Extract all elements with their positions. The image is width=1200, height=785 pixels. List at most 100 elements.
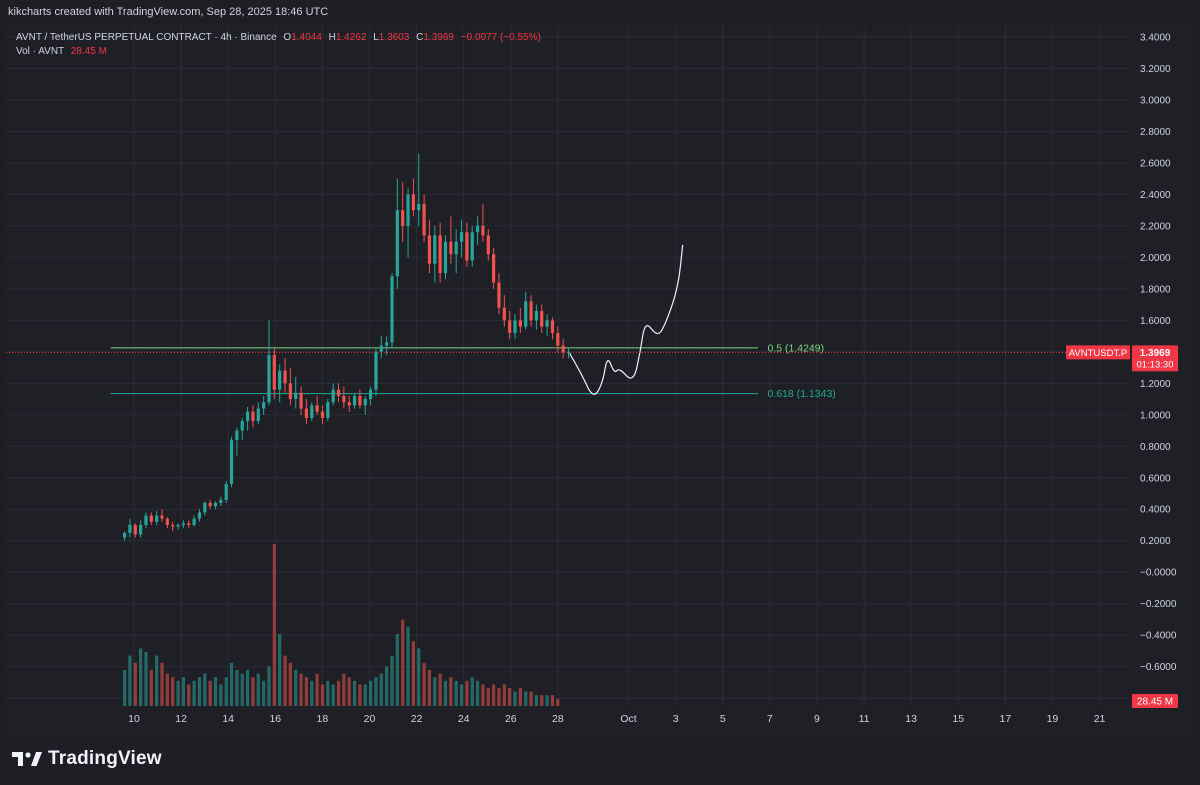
volume-bar bbox=[326, 680, 330, 706]
candle-body bbox=[465, 232, 469, 261]
candle-body bbox=[481, 225, 485, 236]
candle-body bbox=[336, 389, 341, 396]
time-tick-label: 7 bbox=[767, 713, 773, 725]
price-tick-label: −0.2000 bbox=[1140, 599, 1177, 610]
volume-bar bbox=[304, 677, 309, 706]
candle-body bbox=[492, 254, 496, 283]
candle-body bbox=[427, 235, 432, 264]
price-tick-label: 2.4000 bbox=[1140, 190, 1171, 201]
time-tick-label: 14 bbox=[222, 713, 234, 725]
volume-bar bbox=[427, 670, 432, 706]
volume-bar bbox=[497, 688, 501, 706]
candle-body bbox=[369, 389, 373, 400]
last-price-badge-value: 1.3969 bbox=[1140, 348, 1171, 359]
volume-bar bbox=[524, 691, 528, 706]
time-tick-label: 18 bbox=[317, 713, 329, 725]
time-axis: 10 12 14 16 18 20 22 24 26 28 Oct 3 5 7 9 11 13 15 17 19 21 bbox=[128, 713, 1105, 725]
volume-bar bbox=[133, 662, 137, 706]
volume-bar bbox=[545, 695, 549, 706]
top-bar: kikcharts created with TradingView.com, … bbox=[0, 0, 1200, 24]
volume-bar bbox=[336, 680, 341, 706]
ohlc-legend: AVNT / TetherUS PERPETUAL CONTRACT · 4h … bbox=[16, 32, 541, 43]
volume-bar bbox=[486, 688, 490, 706]
time-tick-label: 13 bbox=[905, 713, 917, 725]
volume-bar bbox=[433, 677, 437, 706]
volume-bar bbox=[342, 673, 346, 706]
volume-bar bbox=[411, 641, 415, 706]
candle-body bbox=[374, 351, 378, 390]
candle-body bbox=[401, 210, 405, 226]
candle-body bbox=[304, 408, 309, 418]
volume-bar bbox=[352, 680, 357, 706]
candle-body bbox=[245, 411, 250, 422]
candle-body bbox=[267, 354, 271, 403]
attribution-text: kikcharts created with TradingView.com, … bbox=[8, 6, 329, 18]
candle-body bbox=[310, 405, 314, 418]
close-key: C bbox=[416, 32, 424, 43]
candle-body bbox=[240, 421, 244, 431]
volume-bar bbox=[267, 666, 271, 706]
candle-body bbox=[534, 310, 539, 321]
price-tick-label: 3.4000 bbox=[1140, 33, 1171, 44]
volume-bar bbox=[144, 652, 148, 706]
volume-bar bbox=[374, 677, 378, 706]
candle-body bbox=[320, 411, 325, 418]
candlestick-chart[interactable]: 0.5 (1.4249) 0.618 (1.1343) 3.4000 3.2000 3… bbox=[6, 26, 1196, 736]
candle-body bbox=[342, 395, 346, 403]
price-tick-label: 0.8000 bbox=[1140, 442, 1171, 453]
volume-bar bbox=[390, 655, 394, 706]
candle-body bbox=[187, 523, 191, 525]
price-tick-label: 1.8000 bbox=[1140, 284, 1171, 295]
volume-bar bbox=[406, 626, 410, 706]
candle-body bbox=[139, 524, 143, 535]
candle-body bbox=[395, 210, 399, 277]
candle-body bbox=[524, 301, 528, 327]
price-tick-label: 2.0000 bbox=[1140, 253, 1171, 264]
time-tick-label: 16 bbox=[269, 713, 281, 725]
high-value: 1.4262 bbox=[335, 32, 367, 43]
candle-body bbox=[331, 389, 335, 403]
price-tick-label: 2.2000 bbox=[1140, 221, 1171, 232]
time-tick-label: 20 bbox=[364, 713, 376, 725]
candle-body bbox=[155, 515, 159, 522]
volume-bar bbox=[245, 670, 250, 706]
footer: TradingView bbox=[0, 738, 1200, 785]
volume-bar bbox=[251, 677, 255, 706]
volume-bar bbox=[240, 673, 244, 706]
candles bbox=[122, 153, 571, 541]
fibonacci-levels: 0.5 (1.4249) 0.618 (1.1343) bbox=[110, 342, 836, 400]
low-key: L bbox=[373, 32, 379, 43]
candle-body bbox=[171, 524, 175, 527]
volume-bar bbox=[139, 648, 143, 706]
candle-body bbox=[122, 532, 127, 538]
volume-bar bbox=[492, 684, 496, 706]
candle-body bbox=[433, 235, 437, 264]
tradingview-logo[interactable]: TradingView bbox=[12, 748, 162, 770]
volume-bars bbox=[122, 544, 560, 706]
price-tick-label: 3.2000 bbox=[1140, 64, 1171, 75]
candle-body bbox=[165, 518, 169, 525]
volume-bar bbox=[443, 680, 448, 706]
price-tick-label: 0.4000 bbox=[1140, 505, 1171, 516]
volume-bar bbox=[283, 655, 287, 706]
volume-bar bbox=[219, 684, 223, 706]
candle-body bbox=[251, 411, 255, 422]
candle-body bbox=[550, 320, 555, 333]
volume-bar bbox=[155, 655, 159, 706]
volume-bar bbox=[272, 544, 276, 706]
volume-bar bbox=[508, 688, 512, 706]
volume-bar bbox=[363, 684, 367, 706]
volume-bar bbox=[481, 684, 485, 706]
volume-bar bbox=[299, 673, 303, 706]
candle-body bbox=[497, 282, 501, 308]
tradingview-logo-text: TradingView bbox=[48, 748, 162, 769]
volume-bar bbox=[401, 619, 405, 706]
volume-bar bbox=[310, 680, 314, 706]
candle-body bbox=[540, 310, 544, 327]
time-tick-label: 3 bbox=[673, 713, 679, 725]
price-tick-label: 1.0000 bbox=[1140, 410, 1171, 421]
time-tick-label: 15 bbox=[952, 713, 964, 725]
volume-bar bbox=[475, 680, 480, 706]
volume-bar bbox=[187, 684, 191, 706]
